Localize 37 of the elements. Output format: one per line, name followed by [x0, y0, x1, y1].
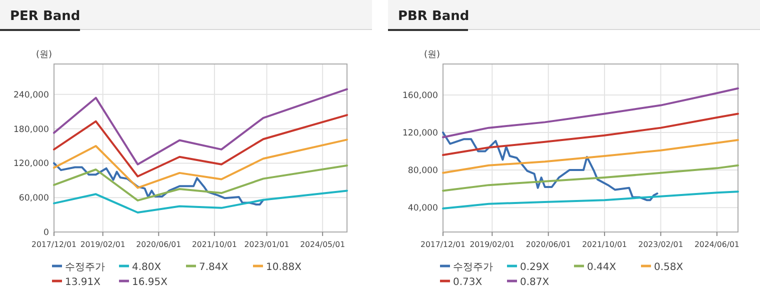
legend-label: 10.88X	[266, 262, 302, 273]
y-tick-label: 120,000	[13, 159, 49, 170]
y-tick-label: 240,000	[13, 90, 49, 100]
y-tick-label: 180,000	[13, 124, 49, 135]
legend-label: 0.29X	[520, 262, 550, 273]
legend-label: 7.84X	[199, 262, 228, 273]
legend-label: 0.44X	[587, 262, 616, 273]
y-axis-title: (원)	[36, 50, 52, 60]
legend-label: 수정주가	[453, 262, 493, 273]
line-series	[53, 162, 264, 206]
legend-label: 수정주가	[65, 262, 105, 273]
line-series	[53, 88, 348, 166]
line-series	[53, 114, 348, 178]
line-series	[442, 139, 739, 174]
legend-label: 16.95X	[132, 277, 168, 288]
line-series	[53, 138, 348, 189]
line-series	[442, 190, 739, 210]
chart-title: PBR Band	[398, 9, 470, 24]
line-series	[442, 87, 739, 138]
y-tick-label: 80,000	[408, 166, 438, 176]
legend-label: 4.80X	[132, 262, 162, 273]
y-tick-label: 120,000	[402, 128, 438, 139]
legend-label: 0.73X	[453, 277, 482, 288]
chart-title: PER Band	[10, 9, 80, 24]
line-series	[53, 164, 348, 202]
legend-label: 0.58X	[654, 262, 684, 273]
y-tick-label: 40,000	[408, 204, 438, 214]
y-axis-title: (원)	[424, 50, 440, 60]
legend-label: 13.91X	[65, 277, 101, 288]
y-tick-label: 0	[44, 228, 49, 238]
line-series	[442, 112, 739, 156]
line-series	[442, 132, 658, 202]
line-series	[53, 190, 348, 214]
legend-label: 0.87X	[520, 277, 550, 288]
y-tick-label: 60,000	[18, 194, 49, 204]
line-series	[442, 164, 739, 192]
y-tick-label: 160,000	[402, 90, 438, 101]
